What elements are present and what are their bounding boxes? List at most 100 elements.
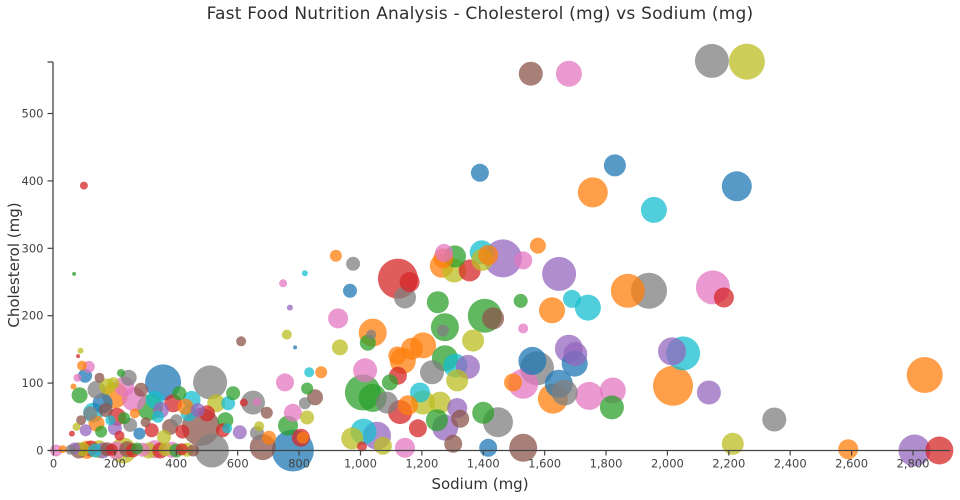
data-point-bubble[interactable] bbox=[77, 347, 84, 354]
data-point-bubble[interactable] bbox=[170, 414, 183, 427]
data-point-bubble[interactable] bbox=[518, 323, 529, 334]
data-point-bubble[interactable] bbox=[262, 430, 276, 445]
data-point-bubble[interactable] bbox=[76, 354, 81, 359]
data-point-bubble[interactable] bbox=[239, 398, 248, 407]
data-point-bubble[interactable] bbox=[222, 423, 233, 434]
data-point-bubble[interactable] bbox=[117, 369, 125, 377]
data-point-bubble[interactable] bbox=[346, 256, 361, 271]
data-point-bubble[interactable] bbox=[451, 409, 470, 428]
data-point-bubble[interactable] bbox=[551, 379, 578, 406]
data-point-bubble[interactable] bbox=[539, 297, 565, 324]
data-point-bubble[interactable] bbox=[114, 430, 125, 441]
data-point-bubble[interactable] bbox=[177, 398, 194, 415]
data-point-bubble[interactable] bbox=[599, 395, 624, 420]
data-point-bubble[interactable] bbox=[425, 409, 448, 432]
data-point-bubble[interactable] bbox=[529, 237, 546, 254]
data-point-bubble[interactable] bbox=[98, 403, 113, 418]
data-point-bubble[interactable] bbox=[133, 427, 146, 440]
data-point-bubble[interactable] bbox=[68, 430, 75, 437]
data-point-bubble[interactable] bbox=[388, 346, 407, 365]
data-point-bubble[interactable] bbox=[304, 367, 315, 378]
data-point-bubble[interactable] bbox=[79, 181, 88, 190]
data-point-bubble[interactable] bbox=[131, 442, 143, 455]
data-point-bubble[interactable] bbox=[435, 244, 453, 262]
data-point-bubble[interactable] bbox=[301, 382, 314, 395]
data-point-bubble[interactable] bbox=[563, 289, 581, 308]
data-point-bubble[interactable] bbox=[260, 406, 273, 419]
data-point-bubble[interactable] bbox=[118, 412, 131, 425]
data-point-bubble[interactable] bbox=[300, 410, 315, 425]
data-point-bubble[interactable] bbox=[286, 304, 293, 311]
data-point-bubble[interactable] bbox=[694, 43, 729, 78]
data-point-bubble[interactable] bbox=[514, 251, 533, 270]
data-point-bubble[interactable] bbox=[518, 61, 543, 86]
data-point-bubble[interactable] bbox=[279, 279, 288, 288]
data-point-bubble[interactable] bbox=[134, 382, 148, 397]
data-point-bubble[interactable] bbox=[72, 422, 81, 431]
data-point-bubble[interactable] bbox=[509, 433, 538, 462]
data-point-bubble[interactable] bbox=[603, 154, 626, 177]
data-point-bubble[interactable] bbox=[394, 286, 416, 309]
data-point-bubble[interactable] bbox=[399, 272, 420, 292]
data-point-bubble[interactable] bbox=[577, 177, 608, 208]
data-point-bubble[interactable] bbox=[172, 386, 187, 401]
data-point-bubble[interactable] bbox=[341, 427, 364, 450]
data-point-bubble[interactable] bbox=[401, 337, 423, 360]
data-point-bubble[interactable] bbox=[331, 339, 348, 356]
data-point-bubble[interactable] bbox=[232, 425, 247, 440]
data-point-bubble[interactable] bbox=[94, 372, 105, 383]
data-point-bubble[interactable] bbox=[307, 389, 323, 406]
data-point-bubble[interactable] bbox=[298, 397, 311, 410]
data-point-bubble[interactable] bbox=[426, 291, 449, 314]
data-point-bubble[interactable] bbox=[518, 346, 547, 375]
data-point-bubble[interactable] bbox=[472, 401, 495, 424]
data-point-bubble[interactable] bbox=[429, 391, 451, 414]
data-point-bubble[interactable] bbox=[375, 391, 398, 414]
data-point-bubble[interactable] bbox=[140, 417, 151, 428]
data-point-bubble[interactable] bbox=[479, 438, 498, 457]
data-point-bubble[interactable] bbox=[328, 308, 349, 329]
data-point-bubble[interactable] bbox=[366, 329, 377, 340]
data-point-bubble[interactable] bbox=[728, 43, 765, 80]
data-point-bubble[interactable] bbox=[71, 387, 88, 404]
data-point-bubble[interactable] bbox=[105, 415, 116, 426]
data-point-bubble[interactable] bbox=[226, 386, 241, 401]
data-point-bubble[interactable] bbox=[563, 342, 588, 367]
data-point-bubble[interactable] bbox=[254, 421, 265, 432]
data-point-bubble[interactable] bbox=[58, 445, 67, 454]
data-point-bubble[interactable] bbox=[762, 407, 787, 432]
data-point-bubble[interactable] bbox=[283, 403, 302, 422]
data-point-bubble[interactable] bbox=[444, 434, 463, 453]
data-point-bubble[interactable] bbox=[72, 271, 77, 276]
data-point-bubble[interactable] bbox=[504, 373, 522, 392]
data-point-bubble[interactable] bbox=[281, 329, 292, 340]
data-point-bubble[interactable] bbox=[437, 324, 449, 337]
data-point-bubble[interactable] bbox=[77, 360, 87, 371]
data-point-bubble[interactable] bbox=[410, 382, 430, 403]
data-point-bubble[interactable] bbox=[658, 337, 686, 366]
data-point-bubble[interactable] bbox=[193, 365, 228, 400]
data-point-bubble[interactable] bbox=[241, 390, 265, 415]
data-point-bubble[interactable] bbox=[95, 425, 108, 438]
data-point-bubble[interactable] bbox=[73, 373, 82, 382]
data-point-bubble[interactable] bbox=[462, 329, 485, 352]
data-point-bubble[interactable] bbox=[70, 383, 77, 390]
data-point-bubble[interactable] bbox=[79, 424, 92, 437]
data-point-bubble[interactable] bbox=[175, 424, 190, 439]
data-point-bubble[interactable] bbox=[482, 307, 505, 330]
data-point-bubble[interactable] bbox=[395, 437, 415, 458]
data-point-bubble[interactable] bbox=[721, 171, 752, 202]
data-point-bubble[interactable] bbox=[129, 408, 140, 419]
data-point-bubble[interactable] bbox=[398, 395, 418, 416]
data-point-bubble[interactable] bbox=[513, 293, 528, 308]
data-point-bubble[interactable] bbox=[713, 287, 734, 308]
data-point-bubble[interactable] bbox=[158, 442, 173, 457]
data-point-bubble[interactable] bbox=[144, 423, 159, 438]
data-point-bubble[interactable] bbox=[105, 443, 118, 456]
data-point-bubble[interactable] bbox=[610, 273, 645, 308]
data-point-bubble[interactable] bbox=[190, 403, 205, 418]
data-point-bubble[interactable] bbox=[470, 163, 489, 182]
data-point-bubble[interactable] bbox=[329, 249, 342, 262]
data-point-bubble[interactable] bbox=[574, 294, 601, 321]
data-point-bubble[interactable] bbox=[83, 406, 98, 421]
